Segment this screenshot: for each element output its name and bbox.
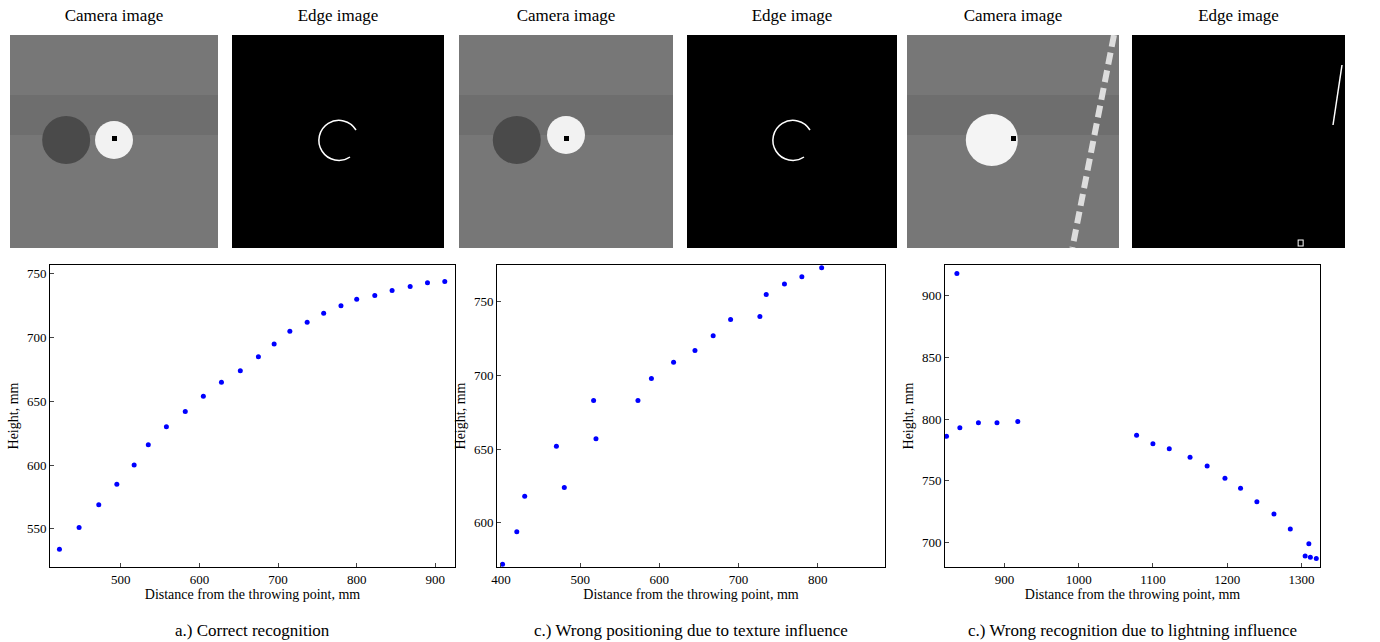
svg-text:700: 700 <box>474 368 494 383</box>
svg-text:650: 650 <box>474 442 494 457</box>
html-text:Camera image: Camera image <box>963 6 1063 25</box>
html-text:Edge image: Edge image <box>751 6 833 25</box>
svg-text:750: 750 <box>27 266 47 281</box>
svg-text:1000: 1000 <box>1066 572 1092 587</box>
svg-text:850: 850 <box>922 350 942 365</box>
html-text:Camera image: Camera image <box>516 6 616 25</box>
svg-text:1100: 1100 <box>1140 572 1166 587</box>
svg-text:800: 800 <box>922 412 942 427</box>
svg-text:500: 500 <box>111 572 131 587</box>
svg-text:c.) Wrong recognition due to l: c.) Wrong recognition due to lightning i… <box>968 621 1297 640</box>
svg-text:700: 700 <box>27 330 47 345</box>
svg-text:Height, mm: Height, mm <box>902 382 917 449</box>
svg-text:900: 900 <box>922 288 942 303</box>
svg-text:Distance from the throwing poi: Distance from the throwing point, mm <box>145 587 361 602</box>
svg-text:600: 600 <box>190 572 210 587</box>
svg-text:550: 550 <box>27 521 47 536</box>
svg-text:700: 700 <box>922 535 942 550</box>
svg-text:600: 600 <box>474 515 494 530</box>
svg-text:900: 900 <box>426 572 446 587</box>
svg-text:650: 650 <box>27 394 47 409</box>
svg-text:900: 900 <box>995 572 1015 587</box>
html-text:Camera image: Camera image <box>64 6 164 25</box>
svg-text:a.) Correct recognition: a.) Correct recognition <box>175 621 330 640</box>
svg-text:Distance from the throwing poi: Distance from the throwing point, mm <box>583 587 799 602</box>
svg-text:1200: 1200 <box>1214 572 1240 587</box>
svg-text:Height, mm: Height, mm <box>7 382 22 449</box>
svg-text:400: 400 <box>491 572 511 587</box>
svg-text:Height, mm: Height, mm <box>454 382 469 449</box>
svg-text:750: 750 <box>474 294 494 309</box>
svg-text:700: 700 <box>729 572 749 587</box>
svg-text:600: 600 <box>27 458 47 473</box>
html-text:Edge image: Edge image <box>297 6 379 25</box>
svg-text:c.) Wrong positioning due to t: c.) Wrong positioning due to texture inf… <box>534 621 848 640</box>
svg-text:500: 500 <box>570 572 590 587</box>
svg-text:1300: 1300 <box>1288 572 1314 587</box>
svg-text:600: 600 <box>650 572 670 587</box>
svg-text:750: 750 <box>922 473 942 488</box>
svg-text:700: 700 <box>268 572 288 587</box>
svg-text:Distance from the throwing poi: Distance from the throwing point, mm <box>1025 587 1241 602</box>
html-text:Edge image: Edge image <box>1198 6 1279 25</box>
svg-text:800: 800 <box>808 572 828 587</box>
svg-text:800: 800 <box>347 572 367 587</box>
